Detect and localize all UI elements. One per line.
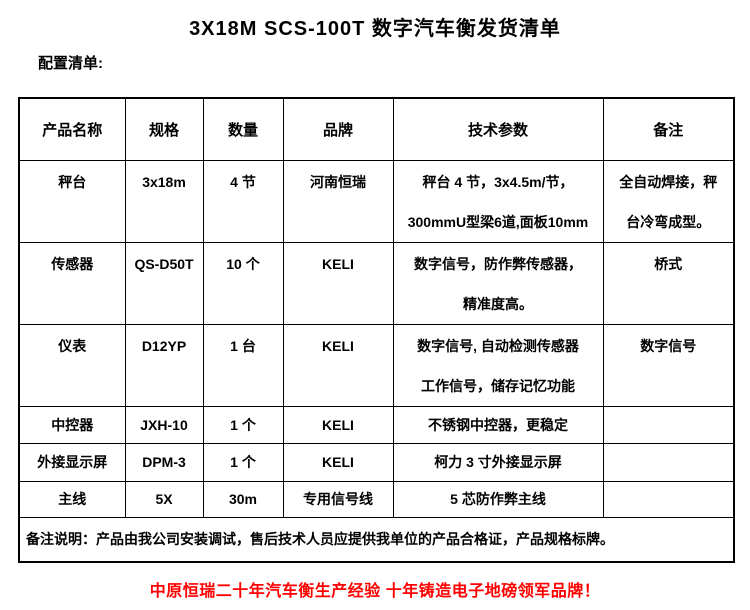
cell-product-name: 外接显示屏 bbox=[18, 442, 126, 482]
cell-tech-params: 秤台 4 节，3x4.5m/节， 300mmU型梁6道,面板10mm bbox=[392, 159, 604, 243]
cell-remark bbox=[602, 480, 735, 518]
cell-spec: 3x18m bbox=[124, 159, 204, 243]
cell-brand: KELI bbox=[282, 241, 394, 325]
cell-brand: KELI bbox=[282, 323, 394, 407]
config-list-label: 配置清单: bbox=[38, 55, 103, 72]
header-remark: 备注 bbox=[602, 97, 735, 161]
cell-spec: QS-D50T bbox=[124, 241, 204, 325]
cell-remark bbox=[602, 405, 735, 444]
header-tech-params: 技术参数 bbox=[392, 97, 604, 161]
cell-quantity: 1 个 bbox=[202, 442, 284, 482]
cell-tech-params: 不锈钢中控器，更稳定 bbox=[392, 405, 604, 444]
cell-tech-params: 数字信号, 自动检测传感器 工作信号，储存记忆功能 bbox=[392, 323, 604, 407]
cell-tech-params: 5 芯防作弊主线 bbox=[392, 480, 604, 518]
cell-remark: 数字信号 bbox=[602, 323, 735, 407]
cell-brand: KELI bbox=[282, 405, 394, 444]
cell-spec: DPM-3 bbox=[124, 442, 204, 482]
footer-slogan: 中原恒瑞二十年汽车衡生产经验 十年铸造电子地磅领军品牌！ bbox=[149, 583, 601, 600]
header-spec: 规格 bbox=[124, 97, 204, 161]
header-brand: 品牌 bbox=[282, 97, 394, 161]
cell-quantity: 1 个 bbox=[202, 405, 284, 444]
note-text: 备注说明：产品由我公司安装调试，售后技术人员应提供我单位的产品合格证，产品规格标… bbox=[18, 516, 735, 563]
table-header-row: 产品名称 规格 数量 品牌 技术参数 备注 bbox=[18, 97, 735, 161]
cell-product-name: 主线 bbox=[18, 480, 126, 518]
header-quantity: 数量 bbox=[202, 97, 284, 161]
cell-remark: 桥式 bbox=[602, 241, 735, 325]
page-title: 3X18M SCS-100T 数字汽车衡发货清单 bbox=[189, 18, 561, 40]
cell-remark: 全自动焊接，秤 台冷弯成型。 bbox=[602, 159, 735, 243]
cell-spec: JXH-10 bbox=[124, 405, 204, 444]
table-row-indicator: 仪表 D12YP 1 台 KELI 数字信号, 自动检测传感器 工作信号，储存记… bbox=[18, 323, 735, 407]
cell-brand: 河南恒瑞 bbox=[282, 159, 394, 243]
table-row-main-cable: 主线 5X 30m 专用信号线 5 芯防作弊主线 bbox=[18, 480, 735, 518]
header-product-name: 产品名称 bbox=[18, 97, 126, 161]
table-row-controller: 中控器 JXH-10 1 个 KELI 不锈钢中控器，更稳定 bbox=[18, 405, 735, 444]
cell-quantity: 4 节 bbox=[202, 159, 284, 243]
table-note-row: 备注说明：产品由我公司安装调试，售后技术人员应提供我单位的产品合格证，产品规格标… bbox=[18, 516, 735, 563]
cell-tech-params: 数字信号，防作弊传感器， 精准度高。 bbox=[392, 241, 604, 325]
cell-quantity: 30m bbox=[202, 480, 284, 518]
cell-product-name: 中控器 bbox=[18, 405, 126, 444]
cell-spec: D12YP bbox=[124, 323, 204, 407]
shipping-list-table: 产品名称 规格 数量 品牌 技术参数 备注 秤台 3x18m 4 节 河南恒瑞 … bbox=[18, 97, 735, 563]
table-row-platform: 秤台 3x18m 4 节 河南恒瑞 秤台 4 节，3x4.5m/节， 300mm… bbox=[18, 159, 735, 243]
cell-quantity: 1 台 bbox=[202, 323, 284, 407]
table-row-external-display: 外接显示屏 DPM-3 1 个 KELI 柯力 3 寸外接显示屏 bbox=[18, 442, 735, 482]
cell-quantity: 10 个 bbox=[202, 241, 284, 325]
cell-product-name: 传感器 bbox=[18, 241, 126, 325]
cell-tech-params: 柯力 3 寸外接显示屏 bbox=[392, 442, 604, 482]
cell-brand: KELI bbox=[282, 442, 394, 482]
cell-product-name: 仪表 bbox=[18, 323, 126, 407]
cell-remark bbox=[602, 442, 735, 482]
cell-product-name: 秤台 bbox=[18, 159, 126, 243]
cell-spec: 5X bbox=[124, 480, 204, 518]
table-row-sensor: 传感器 QS-D50T 10 个 KELI 数字信号，防作弊传感器， 精准度高。… bbox=[18, 241, 735, 325]
cell-brand: 专用信号线 bbox=[282, 480, 394, 518]
